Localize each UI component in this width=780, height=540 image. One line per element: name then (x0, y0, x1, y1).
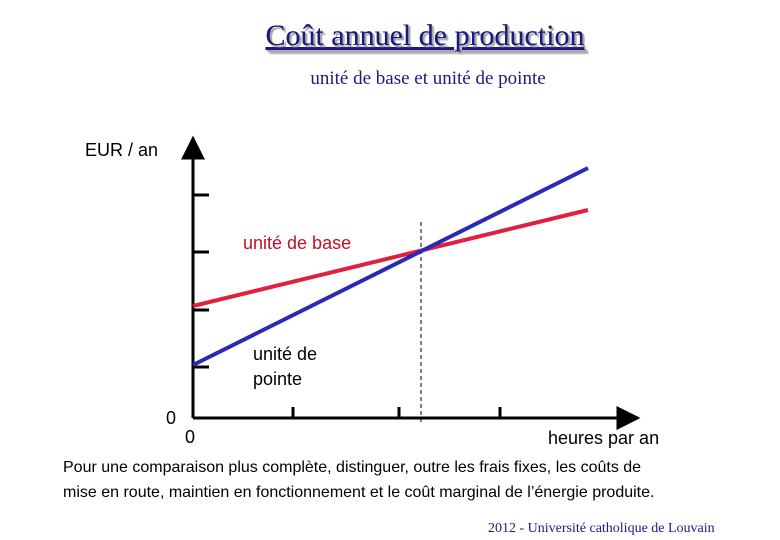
footer: 2012 - Université catholique de Louvain (488, 521, 715, 536)
base-line (192, 208, 589, 308)
subtitle: unité de base et unité de pointe (310, 68, 545, 89)
axes (181, 135, 641, 430)
peak-line (192, 166, 589, 367)
base-label: unité de base (243, 233, 351, 253)
peak-label: pointe (253, 369, 302, 389)
caption: mise en route, maintien en fonctionnemen… (63, 484, 654, 501)
title: Coût annuel de production (265, 19, 584, 52)
x-origin-label: 0 (185, 427, 195, 447)
y-origin-label: 0 (166, 408, 176, 428)
y-axis-label: EUR / an (85, 140, 158, 160)
caption: Pour une comparaison plus complète, dist… (63, 459, 641, 476)
x-axis-label: heures par an (548, 428, 659, 448)
peak-label: unité de (253, 344, 317, 364)
